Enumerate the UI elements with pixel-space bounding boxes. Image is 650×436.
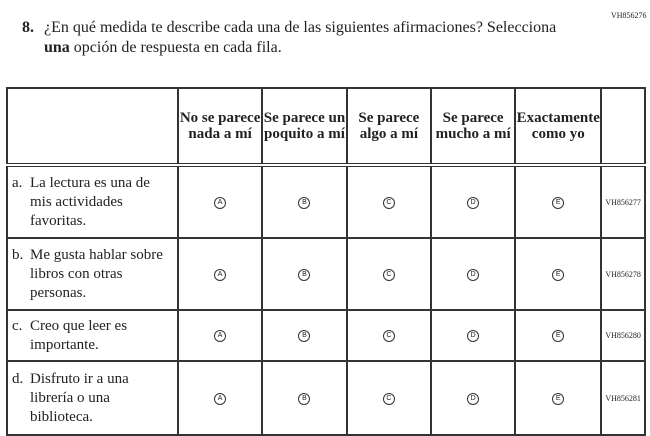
row-text: La lectura es una de mis actividades fav…	[30, 174, 150, 229]
response-table: No se parece nada a mí Se parece un poqu…	[6, 87, 646, 436]
row-letter: c.	[12, 317, 23, 334]
radio-option-b[interactable]: B	[298, 330, 311, 342]
radio-option-b[interactable]: B	[298, 196, 311, 209]
radio-option-c[interactable]: C	[382, 196, 395, 209]
statement: d. Disfruto ir a una librería o una bibli…	[6, 360, 179, 436]
radio-option-a[interactable]: A	[214, 392, 227, 405]
question: 8. ¿En qué medida te describe cada una d…	[22, 18, 582, 58]
radio-option-b[interactable]: B	[298, 392, 311, 405]
table-row: b. Me gusta hablar sobre libros con otras…	[6, 237, 646, 311]
statement: c. Creo que leer es importante.	[6, 309, 179, 362]
row-code: VH856281	[600, 360, 646, 436]
column-header: No se parece nada a mí	[176, 87, 264, 167]
item-code: VH856276	[611, 11, 647, 20]
radio-option-a[interactable]: A	[214, 330, 227, 342]
question-text-part: opción de respuesta en cada fila.	[69, 39, 282, 56]
radio-option-d[interactable]: D	[467, 268, 480, 281]
radio-option-c[interactable]: C	[382, 268, 395, 281]
row-text: Me gusta hablar sobre libros con otras p…	[30, 246, 163, 301]
row-code: VH856278	[600, 237, 646, 311]
row-text: Disfruto ir a una librería o una bibliot…	[30, 370, 129, 425]
radio-option-c[interactable]: C	[382, 392, 395, 405]
radio-option-d[interactable]: D	[467, 392, 480, 405]
statement: b. Me gusta hablar sobre libros con otras…	[6, 237, 179, 311]
row-letter: d.	[12, 370, 24, 387]
radio-option-e[interactable]: E	[552, 392, 565, 405]
column-header: Se parece un poquito a mí	[261, 87, 348, 167]
question-text-part: ¿En qué medida te describe cada una de l…	[44, 19, 557, 36]
radio-option-a[interactable]: A	[214, 196, 227, 209]
row-text: Creo que leer es importante.	[30, 317, 128, 353]
header-empty	[6, 87, 179, 167]
radio-option-a[interactable]: A	[214, 268, 227, 281]
table-row: a. La lectura es una de mis actividades f…	[6, 164, 646, 239]
question-number: 8.	[22, 19, 34, 36]
radio-option-c[interactable]: C	[382, 330, 395, 342]
question-text: ¿En qué medida te describe cada una de l…	[44, 18, 582, 58]
row-code: VH856277	[600, 164, 646, 239]
question-emphasis: una	[44, 39, 70, 56]
radio-option-d[interactable]: D	[467, 196, 480, 209]
column-header: Se parece mucho a mí	[429, 87, 517, 167]
column-header: Se parece algo a mí	[345, 87, 432, 167]
table-row: c. Creo que leer es importante. A B C D E…	[6, 309, 646, 362]
radio-option-e[interactable]: E	[552, 196, 565, 209]
radio-option-e[interactable]: E	[552, 330, 565, 342]
header-empty	[600, 87, 646, 167]
row-code: VH856280	[600, 309, 646, 362]
column-header: Exactamente como yo	[514, 87, 603, 167]
table-row: d. Disfruto ir a una librería o una bibli…	[6, 360, 646, 436]
radio-option-e[interactable]: E	[552, 268, 565, 281]
radio-option-d[interactable]: D	[467, 330, 480, 342]
header-row: No se parece nada a mí Se parece un poqu…	[6, 87, 646, 167]
row-letter: b.	[12, 246, 24, 263]
statement: a. La lectura es una de mis actividades f…	[6, 164, 179, 239]
radio-option-b[interactable]: B	[298, 268, 311, 281]
row-letter: a.	[12, 174, 23, 191]
